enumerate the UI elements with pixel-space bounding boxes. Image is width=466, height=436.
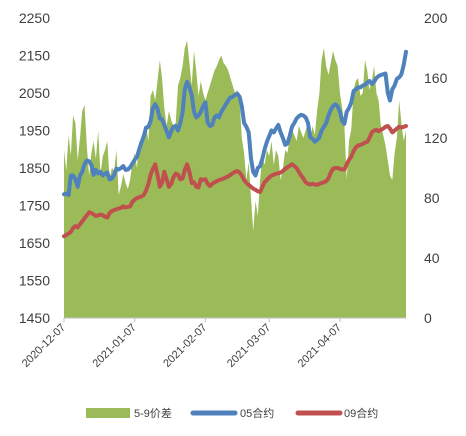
right-tick-label: 200 [424, 10, 448, 26]
right-tick-label: 120 [424, 130, 448, 146]
right-tick-label: 160 [424, 70, 448, 86]
contract-lines-layer [62, 49, 408, 239]
x-tick-label: 2021-04-07 [296, 322, 344, 370]
legend-label-05: 05合约 [240, 406, 274, 420]
legend-label-09: 09合约 [344, 406, 378, 420]
legend-swatch-spread [86, 408, 130, 418]
left-tick-label: 2150 [19, 48, 50, 64]
left-tick-label: 1750 [19, 198, 50, 214]
x-tick-label: 2021-02-07 [161, 322, 209, 370]
series-line-05 [62, 49, 408, 197]
right-axis-ticks: 0 40 80 120 160 200 [424, 10, 448, 326]
series-area-spread [64, 40, 406, 318]
spread-area-layer [64, 40, 406, 318]
left-tick-label: 2250 [19, 10, 50, 26]
x-axis-ticks: 2020-12-07 2021-01-07 2021-02-07 2021-03-07… [20, 318, 344, 370]
x-tick-label: 2021-03-07 [225, 322, 273, 370]
left-tick-label: 2050 [19, 85, 50, 101]
legend: 5-9价差 05合约 09合约 [86, 406, 378, 420]
x-tick-label: 2020-12-07 [20, 322, 68, 370]
left-tick-label: 1850 [19, 160, 50, 176]
legend-item-09[interactable]: 09合约 [295, 406, 378, 420]
right-tick-label: 0 [424, 310, 432, 326]
right-tick-label: 80 [424, 190, 440, 206]
right-tick-label: 40 [424, 250, 440, 266]
legend-item-05[interactable]: 05合约 [190, 406, 274, 420]
left-tick-label: 1450 [19, 310, 50, 326]
left-tick-label: 1950 [19, 123, 50, 139]
legend-label-spread: 5-9价差 [134, 406, 172, 420]
left-tick-label: 1550 [19, 273, 50, 289]
x-tick-label: 2021-01-07 [91, 322, 139, 370]
left-axis-ticks: 1450 1550 1650 1750 1850 1950 2050 2150 2250 [19, 10, 50, 326]
left-tick-label: 1650 [19, 235, 50, 251]
series-line-09 [62, 124, 408, 239]
legend-item-spread[interactable]: 5-9价差 [86, 406, 172, 420]
